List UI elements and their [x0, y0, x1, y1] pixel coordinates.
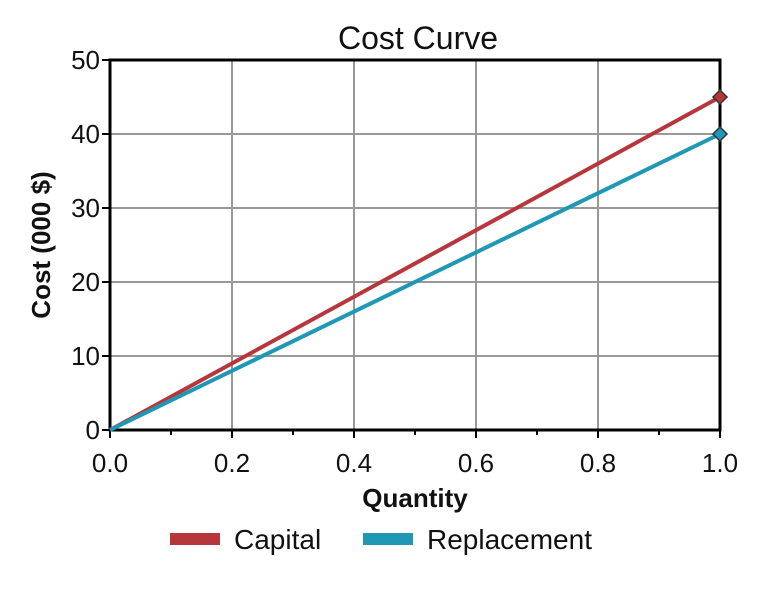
legend-swatch: [363, 533, 413, 545]
y-tick-label: 0: [86, 415, 100, 445]
series-line-replacement: [109, 132, 721, 432]
y-tick-label: 30: [71, 193, 100, 223]
legend-swatch: [170, 533, 220, 545]
x-tick-labels: 0.0 0.2 0.4 0.6 0.8 1.0: [92, 448, 738, 478]
y-axis-label: Cost (000 $): [26, 171, 56, 318]
y-tick-labels: 0 10 20 30 40 50: [71, 45, 100, 445]
chart-title: Cost Curve: [338, 20, 498, 56]
legend: Capital Replacement: [170, 524, 592, 555]
data-point-capital: [711, 88, 729, 106]
x-tick-label: 0.8: [580, 448, 616, 478]
x-axis-label: Quantity: [362, 483, 468, 513]
y-tick-label: 50: [71, 45, 100, 75]
y-tick-label: 40: [71, 119, 100, 149]
x-tick-label: 0.2: [214, 448, 250, 478]
series-layer: [109, 88, 729, 432]
x-tick-label: 0.0: [92, 448, 128, 478]
x-tick-label: 0.4: [336, 448, 372, 478]
plot-frame: [108, 58, 722, 432]
data-point-replacement: [711, 125, 729, 143]
y-tick-label: 20: [71, 267, 100, 297]
x-tick-label: 1.0: [702, 448, 738, 478]
y-tick-label: 10: [71, 341, 100, 371]
series-line-capital: [109, 95, 721, 432]
x-tick-label: 0.6: [458, 448, 494, 478]
grid: [110, 60, 720, 430]
legend-label: Replacement: [427, 524, 592, 555]
legend-label: Capital: [234, 524, 321, 555]
tick-marks: [102, 59, 721, 438]
